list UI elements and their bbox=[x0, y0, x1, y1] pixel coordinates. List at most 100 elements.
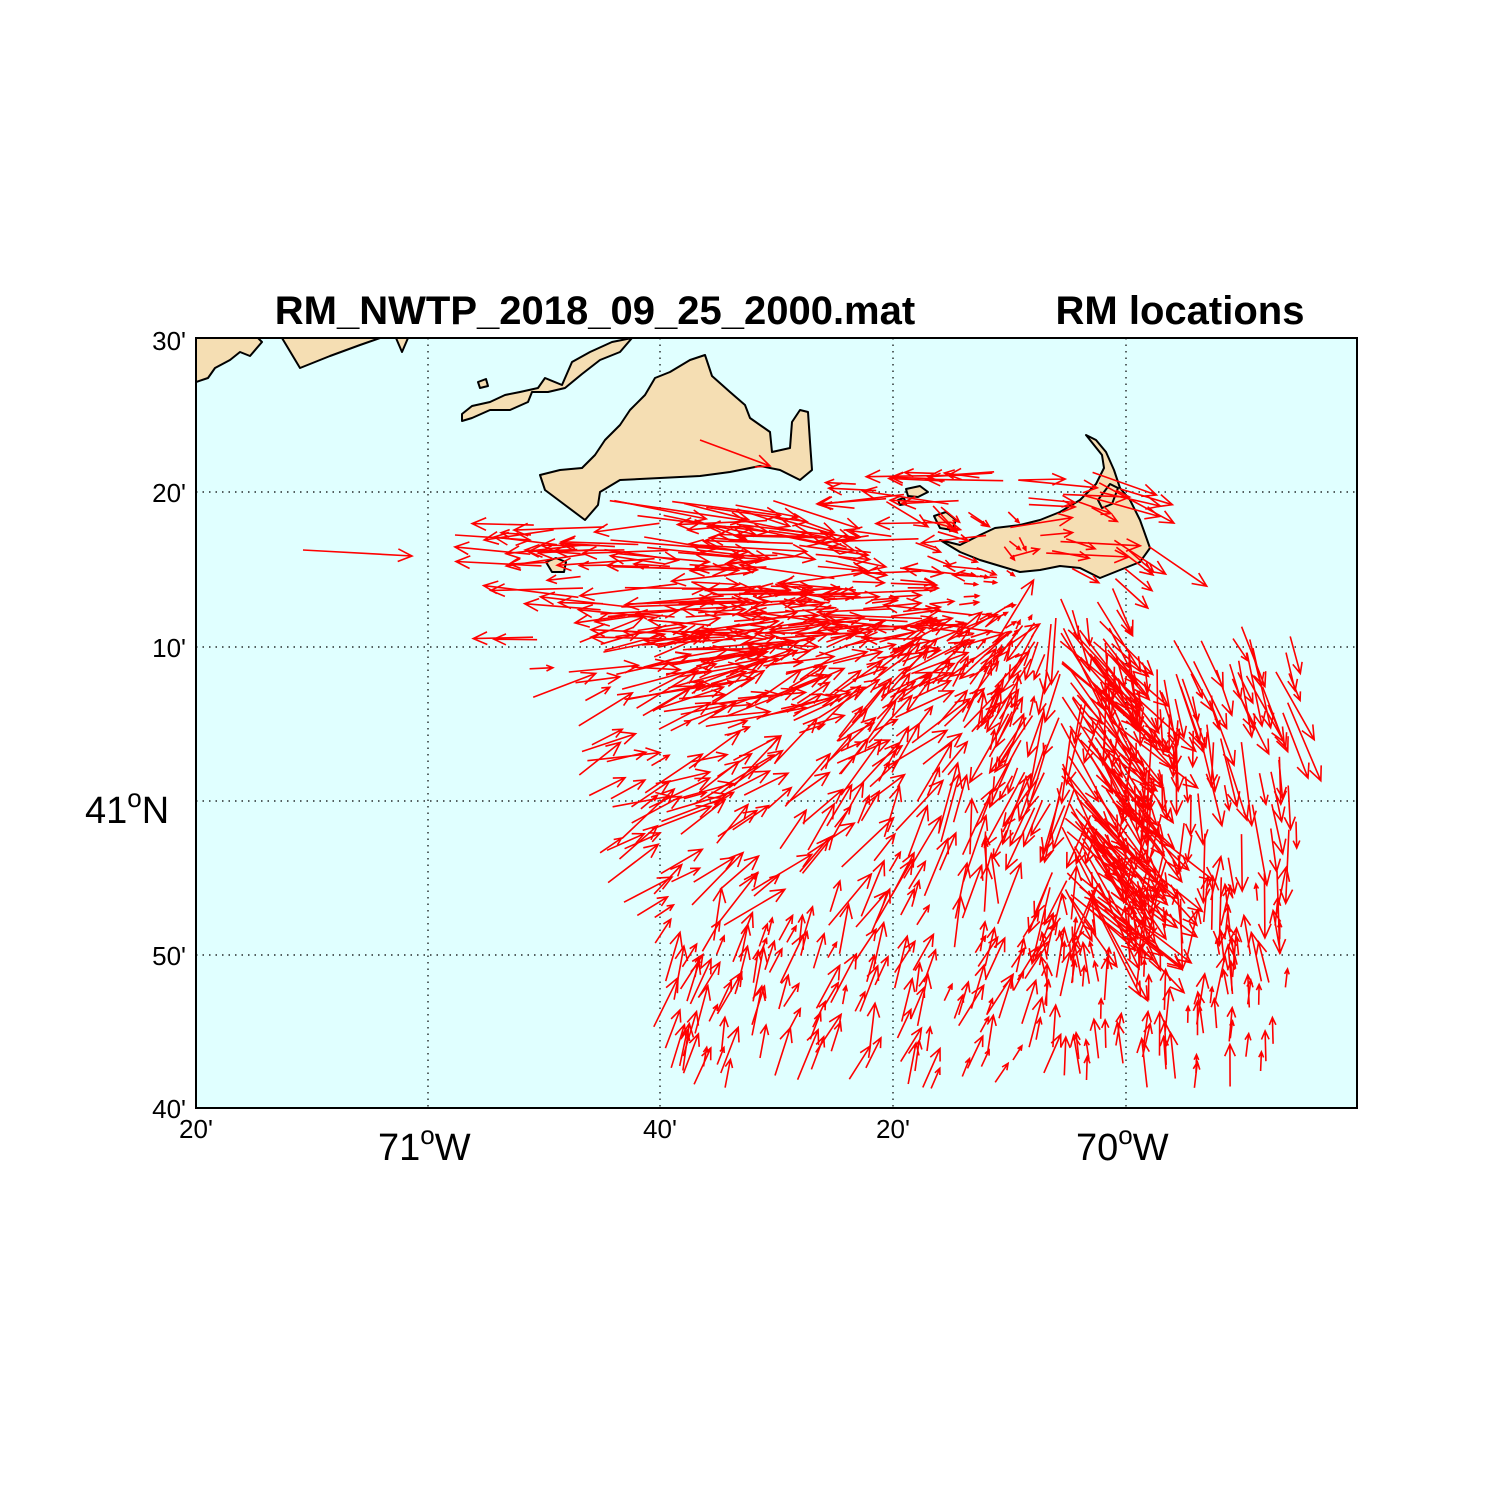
current-vector bbox=[826, 783, 853, 827]
current-vector bbox=[772, 551, 817, 564]
current-vector bbox=[1107, 729, 1145, 766]
current-vector bbox=[686, 960, 702, 1002]
current-vector bbox=[1115, 1011, 1125, 1046]
current-vector bbox=[678, 689, 727, 703]
current-vector bbox=[895, 690, 956, 719]
current-vector bbox=[697, 960, 721, 998]
current-vector bbox=[1033, 872, 1054, 917]
current-vector bbox=[979, 1015, 990, 1033]
current-vector bbox=[944, 639, 976, 656]
current-vector bbox=[883, 729, 949, 769]
lon-label-20-east: 20' bbox=[876, 1114, 910, 1144]
current-vector bbox=[986, 851, 1001, 904]
current-vector bbox=[1119, 488, 1175, 508]
current-vector bbox=[1083, 919, 1118, 969]
current-vector bbox=[1018, 479, 1100, 494]
current-vector bbox=[830, 627, 875, 640]
current-vector bbox=[768, 529, 840, 546]
current-vector bbox=[841, 816, 895, 868]
current-vector bbox=[866, 1001, 881, 1053]
current-vector bbox=[809, 1011, 822, 1040]
current-vector bbox=[538, 591, 634, 609]
current-vector bbox=[1255, 940, 1270, 983]
current-vector bbox=[912, 932, 935, 971]
current-vector bbox=[1046, 549, 1131, 564]
current-vector bbox=[815, 635, 873, 658]
current-vector bbox=[958, 554, 980, 564]
svg-text:70oW: 70oW bbox=[1076, 1120, 1169, 1169]
current-vector bbox=[996, 578, 1035, 641]
current-vector bbox=[1045, 617, 1060, 687]
current-vector bbox=[1009, 699, 1019, 727]
current-vector bbox=[682, 1032, 700, 1074]
current-vector bbox=[783, 982, 800, 1008]
current-vector bbox=[1069, 1033, 1081, 1074]
current-vector bbox=[851, 681, 888, 724]
current-vector bbox=[1105, 749, 1159, 793]
current-vector bbox=[1094, 737, 1124, 779]
current-vector bbox=[786, 1006, 802, 1033]
current-vector bbox=[1080, 832, 1160, 894]
lat-label-40: 40' bbox=[152, 1094, 186, 1124]
current-vector bbox=[984, 926, 998, 967]
current-vector bbox=[1219, 738, 1241, 809]
current-vector bbox=[1196, 833, 1211, 905]
current-vector bbox=[661, 768, 712, 785]
current-vector bbox=[886, 472, 945, 487]
land-mainland-north bbox=[281, 338, 381, 369]
current-vector bbox=[654, 917, 672, 944]
current-vector bbox=[911, 697, 972, 744]
current-vector bbox=[691, 851, 745, 906]
current-vector bbox=[1069, 896, 1097, 934]
current-vector bbox=[914, 704, 934, 731]
current-vector bbox=[852, 577, 887, 588]
current-vector bbox=[1184, 794, 1197, 838]
current-vector bbox=[1226, 1005, 1237, 1042]
current-vector bbox=[801, 583, 844, 595]
current-vector bbox=[738, 559, 835, 580]
current-vector bbox=[866, 953, 877, 983]
current-vector bbox=[1015, 618, 1021, 630]
current-vector bbox=[588, 776, 627, 797]
current-vector bbox=[786, 693, 823, 713]
current-vector bbox=[591, 728, 625, 746]
current-vector bbox=[931, 620, 968, 633]
current-vector bbox=[593, 612, 647, 627]
current-vector bbox=[767, 786, 793, 809]
current-vector bbox=[616, 552, 712, 568]
current-vector bbox=[673, 944, 689, 1000]
current-vector bbox=[716, 970, 743, 1015]
current-vector bbox=[647, 546, 746, 564]
current-vector bbox=[671, 867, 702, 883]
land-nantucket bbox=[939, 434, 1151, 579]
current-vector bbox=[1190, 673, 1203, 700]
current-vector bbox=[966, 687, 979, 709]
current-vector bbox=[980, 1048, 990, 1067]
current-vector bbox=[732, 804, 771, 831]
current-vector bbox=[873, 718, 899, 732]
current-vector bbox=[1008, 540, 1022, 551]
current-vector bbox=[1206, 724, 1221, 793]
current-vector bbox=[1097, 997, 1105, 1019]
current-vector bbox=[738, 872, 760, 887]
current-vector bbox=[815, 963, 841, 1009]
current-vector bbox=[1251, 804, 1272, 888]
current-vector bbox=[996, 861, 1023, 925]
current-vector bbox=[1035, 1016, 1043, 1040]
current-vector bbox=[916, 971, 933, 1027]
current-vector bbox=[733, 735, 782, 762]
current-vector bbox=[1192, 999, 1203, 1036]
current-vector bbox=[989, 758, 1012, 809]
current-vector bbox=[1223, 1042, 1237, 1087]
current-vector bbox=[1028, 499, 1078, 513]
current-vector bbox=[992, 829, 1008, 860]
current-vector bbox=[986, 1013, 997, 1051]
current-vector bbox=[651, 804, 713, 831]
current-vector bbox=[1065, 538, 1097, 551]
current-vector bbox=[1113, 539, 1168, 576]
current-vector bbox=[961, 656, 976, 671]
current-vector bbox=[731, 615, 820, 634]
current-vector bbox=[1181, 678, 1208, 749]
current-vector bbox=[820, 500, 855, 511]
current-vector bbox=[724, 1057, 734, 1088]
